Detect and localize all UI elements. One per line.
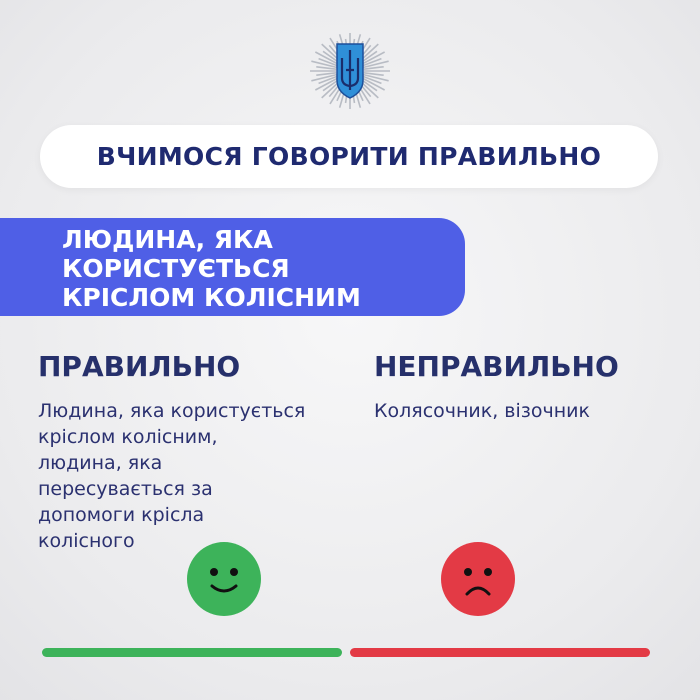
smiley-happy-icon [187, 542, 261, 616]
incorrect-heading: НЕПРАВИЛЬНО [374, 350, 619, 383]
text-line: допомоги крісла [38, 504, 205, 526]
emblem-ray [316, 65, 337, 70]
smiley-sad-icon [441, 542, 515, 616]
emblem-ray [363, 60, 389, 69]
correct-heading: ПРАВИЛЬНО [38, 350, 241, 383]
title-card: ВЧИМОСЯ ГОВОРИТИ ПРАВИЛЬНО [40, 125, 658, 188]
emblem-ray [361, 77, 386, 91]
text-line: Людина, яка користується [38, 400, 306, 422]
emblem-ray [311, 73, 337, 82]
emblem-ray [318, 57, 338, 67]
correct-text: Людина, яка користується кріслом колісни… [38, 398, 358, 554]
incorrect-text: Колясочник, візочник [374, 398, 694, 424]
emblem-ray [314, 77, 339, 91]
emblem-ray [363, 72, 384, 77]
emblem-ray [316, 72, 337, 77]
police-emblem-icon [310, 33, 390, 109]
correct-bar [42, 648, 342, 657]
text-line: кріслом колісним, [38, 426, 218, 448]
page-title: ВЧИМОСЯ ГОВОРИТИ ПРАВИЛЬНО [96, 142, 602, 171]
emblem-ray [318, 75, 338, 85]
emblem-ray [322, 78, 340, 92]
text-line: колісного [38, 530, 135, 552]
topic-line: КОРИСТУЄТЬСЯ [62, 254, 290, 283]
topic-line: ЛЮДИНА, ЯКА [62, 225, 273, 254]
emblem-ray [361, 51, 386, 65]
emblem-ray [363, 73, 389, 82]
text-line: Колясочник, візочник [374, 400, 590, 422]
emblem-ray [311, 60, 337, 69]
topic-banner: ЛЮДИНА, ЯКА КОРИСТУЄТЬСЯ КРІСЛОМ КОЛІСНИ… [0, 218, 465, 316]
emblem-ray [362, 57, 382, 67]
emblem-ray [314, 51, 339, 65]
incorrect-bar [350, 648, 650, 657]
emblem-ray [322, 50, 340, 64]
emblem-ray [360, 78, 378, 92]
emblem-ray [363, 65, 384, 70]
text-line: пересувається за [38, 478, 213, 500]
emblem-ray [362, 75, 382, 85]
text-line: людина, яка [38, 452, 163, 474]
topic-line: КРІСЛОМ КОЛІСНИМ [62, 283, 361, 312]
emblem-ray [360, 50, 378, 64]
